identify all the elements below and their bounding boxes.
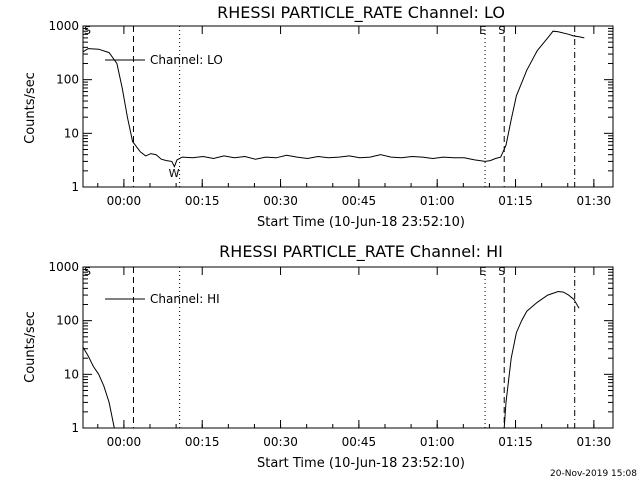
y-tick-label: 10: [64, 367, 79, 381]
y-tick-label: 1000: [48, 19, 79, 33]
y-tick-label: 1: [71, 421, 79, 435]
x-tick-label: 01:30: [577, 435, 612, 449]
x-tick-label: 00:45: [342, 435, 377, 449]
chart-title: RHESSI PARTICLE_RATE Channel: LO: [217, 3, 505, 23]
y-tick-label: 1: [71, 180, 79, 194]
series-line: [503, 290, 580, 429]
y-tick-label: 100: [56, 73, 79, 87]
x-tick-label: 00:30: [263, 194, 298, 208]
x-tick-label: 00:45: [342, 194, 377, 208]
event-marker-label: W: [169, 167, 180, 180]
x-tick-label: 00:00: [107, 194, 142, 208]
x-tick-label: 01:00: [420, 435, 455, 449]
x-axis-label: Start Time (10-Jun-18 23:52:10): [257, 456, 465, 471]
event-marker-label: S: [498, 265, 505, 278]
x-axis-label: Start Time (10-Jun-18 23:52:10): [257, 215, 465, 230]
x-tick-label: 01:15: [498, 435, 533, 449]
y-tick-label: 1000: [48, 260, 79, 274]
y-axis-label: Counts/sec: [23, 72, 38, 144]
event-marker-label: E: [479, 24, 486, 37]
legend-entry: Channel: HI: [150, 292, 220, 306]
plot-frame: [82, 25, 614, 188]
event-marker-label: S: [84, 265, 91, 278]
event-marker-label: E: [479, 265, 486, 278]
x-tick-label: 00:15: [185, 435, 220, 449]
x-tick-label: 01:00: [420, 194, 455, 208]
series-line: [82, 30, 585, 168]
x-tick-label: 01:15: [498, 194, 533, 208]
chart-title: RHESSI PARTICLE_RATE Channel: HI: [219, 242, 503, 262]
y-tick-label: 100: [56, 314, 79, 328]
x-tick-label: 01:30: [577, 194, 612, 208]
event-marker-label: S: [84, 24, 91, 37]
x-tick-label: 00:00: [107, 435, 142, 449]
y-axis-label: Counts/sec: [23, 311, 38, 383]
x-tick-label: 00:15: [185, 194, 220, 208]
chart-panel-lo: RHESSI PARTICLE_RATE Channel: LO Start T…: [23, 3, 614, 230]
footer-timestamp: 20-Nov-2019 15:08: [550, 469, 637, 479]
y-tick-label: 10: [64, 126, 79, 140]
chart-panel-hi: RHESSI PARTICLE_RATE Channel: HI Start T…: [23, 242, 614, 471]
series-line: [82, 346, 115, 429]
x-tick-label: 00:30: [263, 435, 298, 449]
event-marker-label: S: [498, 24, 505, 37]
legend-entry: Channel: LO: [150, 53, 223, 67]
